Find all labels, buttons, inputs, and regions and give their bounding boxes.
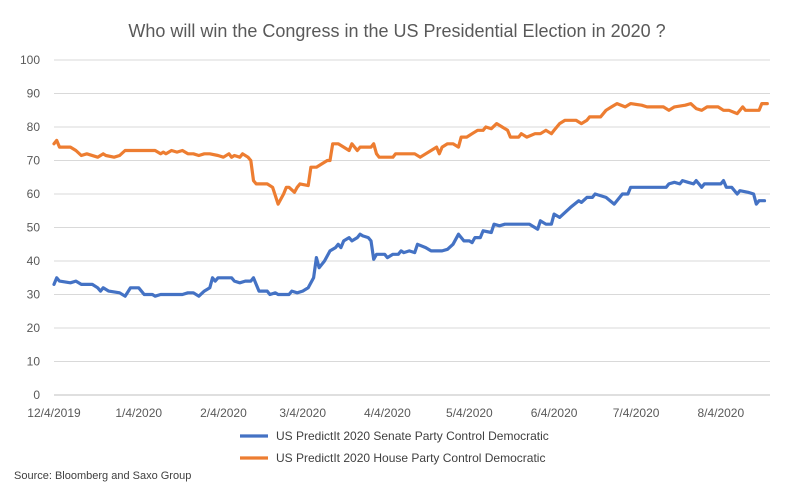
y-tick-label: 30 bbox=[27, 288, 41, 302]
x-tick-label: 7/4/2020 bbox=[613, 406, 660, 420]
y-tick-label: 40 bbox=[27, 254, 41, 268]
y-tick-label: 0 bbox=[33, 388, 40, 402]
x-tick-label: 4/4/2020 bbox=[364, 406, 411, 420]
x-tick-label: 12/4/2019 bbox=[27, 406, 81, 420]
source-note: Source: Bloomberg and Saxo Group bbox=[14, 470, 191, 482]
legend: US PredictIt 2020 Senate Party Control D… bbox=[240, 429, 549, 465]
y-tick-label: 90 bbox=[27, 87, 41, 101]
y-tick-label: 20 bbox=[27, 321, 41, 335]
chart-title: Who will win the Congress in the US Pres… bbox=[128, 21, 665, 41]
y-tick-label: 100 bbox=[20, 53, 40, 67]
y-tick-label: 80 bbox=[27, 120, 41, 134]
y-tick-label: 70 bbox=[27, 154, 41, 168]
x-tick-label: 2/4/2020 bbox=[200, 406, 247, 420]
y-tick-label: 10 bbox=[27, 355, 41, 369]
legend-label: US PredictIt 2020 Senate Party Control D… bbox=[276, 429, 549, 443]
x-tick-label: 1/4/2020 bbox=[115, 406, 162, 420]
legend-label: US PredictIt 2020 House Party Control De… bbox=[276, 451, 545, 465]
x-tick-label: 6/4/2020 bbox=[531, 406, 578, 420]
y-tick-label: 50 bbox=[27, 221, 41, 235]
x-tick-label: 8/4/2020 bbox=[697, 406, 744, 420]
series-lines bbox=[52, 102, 769, 298]
series-line-house bbox=[52, 102, 769, 206]
y-axis-ticks: 0 10 20 30 40 50 60 70 80 90 100 bbox=[20, 53, 40, 402]
x-tick-label: 5/4/2020 bbox=[446, 406, 493, 420]
series-line-senate bbox=[52, 179, 767, 298]
x-axis-ticks: 12/4/2019 1/4/2020 2/4/2020 3/4/2020 4/4/202… bbox=[27, 406, 744, 420]
gridlines bbox=[54, 59, 770, 396]
y-tick-label: 60 bbox=[27, 187, 41, 201]
x-tick-label: 3/4/2020 bbox=[279, 406, 326, 420]
